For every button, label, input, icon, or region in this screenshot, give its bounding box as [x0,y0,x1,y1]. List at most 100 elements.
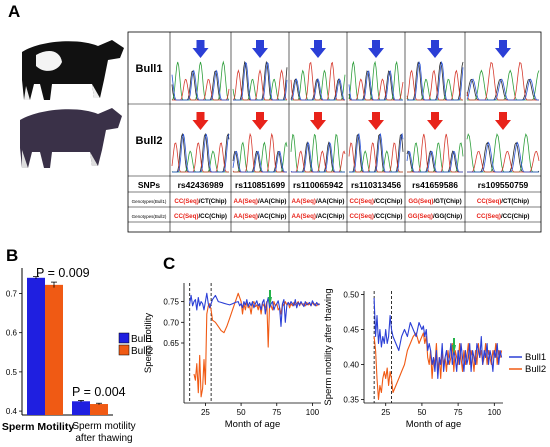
genotype-cell: AA(Seq)/AC(Chip) [234,213,287,220]
y-tick-label: 0.35 [343,396,359,405]
chromatogram-trace [406,69,463,101]
chromatogram-trace [348,60,403,101]
bull1-snp-arrow-icon [495,40,511,58]
bar-bull1 [72,401,90,415]
x-axis-title: Month of age [406,419,461,430]
green-arrow-marker-1 [268,290,272,306]
snp-id: rs42436989 [178,180,224,190]
chromatogram-trace [233,60,288,101]
x-tick-label: 75 [454,408,463,417]
genotype-cell: AA(Seq)/AC(Chip) [292,213,345,220]
p-value-2: P = 0.004 [72,385,126,399]
chromatogram-trace [171,69,229,101]
chromatogram-trace [171,60,230,101]
chromatogram-trace [290,141,345,173]
genotype-row-label: Genotypes(Bull2) [132,214,167,219]
x-tick-label: 100 [488,408,502,417]
x-tick-label: 50 [237,408,246,417]
legend-c: Bull1 Bull2 [509,352,546,375]
y-tick-label: 0.40 [343,361,359,370]
genotype-cell: CC(Seq)/CC(Chip) [350,198,403,205]
legend-c-bull1: Bull1 [525,352,546,363]
legend-b: Bull1 Bull2 [118,332,154,357]
bull2-photo [20,108,122,168]
bull1-snp-arrow-icon [427,40,443,58]
p-value-1: P = 0.009 [36,266,90,280]
genotype-row-label: Genotypes(Bull1) [132,199,167,204]
genotype-cell: GG(Seq)/GG(Chip) [408,213,462,220]
genotype-cell: CC(Seq)/CC(Chip) [350,213,403,220]
genotype-cell: AA(Seq)/AA(Chip) [234,198,287,205]
chromatogram-trace [407,60,464,101]
y-tick-label: 0.45 [343,326,359,335]
y-tick-label: 0.7 [6,289,18,298]
genotype-cell: CC(Seq)/CC(Chip) [174,213,227,220]
chromatogram-trace [348,142,403,173]
bull1-snp-arrow-icon [368,40,384,58]
bull1-snp-arrow-icon [252,40,268,58]
y-tick-label: 0.65 [163,339,179,348]
genotype-cell: CC(Seq)/CC(Chip) [477,213,530,220]
bull1-label: Bull1 [136,63,163,75]
panel-label-b: B [6,246,19,265]
bar-chart-sperm-motility: 0.4 0.5 0.6 0.7 P = 0.009 P = 0.004 Sperm M… [2,266,154,444]
bar-bull2 [90,404,108,415]
snp-id: rs41659586 [412,180,458,190]
bull2-snp-arrow-icon [310,112,326,130]
bull2-snp-arrow-icon [495,112,511,130]
genotype-cell: CC(Seq)/CT(Chip) [477,198,529,205]
chromatogram-trace [348,70,403,101]
panel-label-c: C [163,254,176,273]
bull1-photo [22,40,124,100]
series-line-bull2 [373,332,503,401]
green-arrow-marker-2 [452,338,456,354]
y-tick-label: 0.4 [6,407,18,416]
y-axis-title: Sperm motility after thawing [323,288,334,405]
bull2-label: Bull2 [136,135,163,147]
bull2-snp-arrow-icon [252,112,268,130]
chromatogram-trace [466,78,539,101]
snp-id: rs110065942 [293,180,343,190]
chromatogram-trace [349,78,404,101]
category-label-1: Sperm Motility [2,421,75,433]
snp-grid: Bull1 Bull2 SNPs rs42436989 rs110851699 rs110… [127,31,542,233]
snp-id: rs109550759 [478,180,529,190]
chromatogram-trace [467,150,540,173]
bull1-snp-arrow-icon [310,40,326,58]
y-tick-label: 0.75 [163,298,179,307]
series-line-bull1 [373,297,503,380]
snp-id: rs110313456 [351,180,401,190]
x-tick-label: 75 [272,408,281,417]
x-tick-label: 100 [306,408,320,417]
x-axis-title: Month of age [225,419,280,430]
y-tick-label: 0.6 [6,329,18,338]
series-line-bull2 [193,292,320,398]
x-tick-label: 50 [417,408,426,417]
bar-bull2 [45,284,63,415]
legend-b-bull1: Bull1 [131,334,154,345]
chromatogram-trace [290,78,346,101]
y-axis-title: Sperm motility [143,313,154,373]
chromatogram-trace [171,142,229,173]
series-line-bull1 [189,292,320,327]
line-chart-sperm-motility: 0.65 0.70 0.75 25 50 75 100 Month of age Sperm m… [143,283,321,430]
y-tick-label: 0.50 [343,291,359,300]
bull2-snp-arrow-icon [427,112,443,130]
snp-id: rs110851699 [235,180,285,190]
category-label-2b: after thawing [75,433,132,444]
legend-c-bull2: Bull2 [525,364,546,375]
chromatogram-trace [290,133,345,173]
genotype-cell: GG(Seq)/GT(Chip) [408,198,461,205]
legend-b-bull2: Bull2 [131,346,154,357]
y-tick-label: 0.70 [163,318,179,327]
bull2-snp-arrow-icon [192,112,209,130]
chromatogram-trace [233,61,288,101]
bull2-snp-arrow-icon [368,112,384,130]
chromatogram-trace [232,150,287,173]
snp-header: SNPs [138,180,160,190]
line-chart-motility-after-thawing: 0.35 0.40 0.45 0.50 25 50 75 100 Month of age Spe… [323,288,503,430]
category-label-2a: Sperm motility [72,421,135,432]
x-tick-label: 25 [201,408,210,417]
y-tick-label: 0.5 [6,368,18,377]
